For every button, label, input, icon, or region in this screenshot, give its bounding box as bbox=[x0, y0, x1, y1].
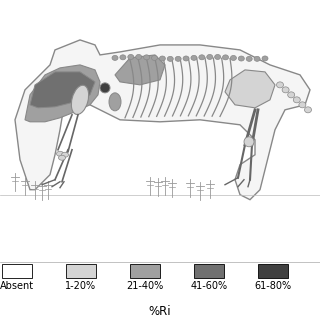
Bar bbox=[130, 264, 160, 278]
PathPatch shape bbox=[15, 40, 310, 200]
Ellipse shape bbox=[159, 56, 165, 61]
PathPatch shape bbox=[25, 65, 100, 122]
Text: 41-60%: 41-60% bbox=[190, 281, 228, 291]
Ellipse shape bbox=[191, 55, 197, 60]
Text: Absent: Absent bbox=[0, 281, 34, 291]
Bar bbox=[2, 264, 32, 278]
Ellipse shape bbox=[246, 56, 252, 61]
Ellipse shape bbox=[109, 93, 121, 111]
Ellipse shape bbox=[254, 56, 260, 61]
Ellipse shape bbox=[71, 85, 89, 115]
Ellipse shape bbox=[144, 55, 149, 60]
Bar bbox=[258, 264, 288, 278]
Bar bbox=[194, 264, 224, 278]
Ellipse shape bbox=[128, 54, 134, 60]
Ellipse shape bbox=[262, 56, 268, 61]
Ellipse shape bbox=[230, 55, 236, 60]
Ellipse shape bbox=[215, 54, 220, 60]
Ellipse shape bbox=[293, 97, 300, 103]
Ellipse shape bbox=[199, 55, 205, 60]
Bar bbox=[66, 264, 96, 278]
Text: 21-40%: 21-40% bbox=[126, 281, 164, 291]
Ellipse shape bbox=[183, 56, 189, 61]
Ellipse shape bbox=[167, 56, 173, 61]
PathPatch shape bbox=[225, 70, 275, 108]
Ellipse shape bbox=[112, 55, 118, 60]
Ellipse shape bbox=[61, 152, 68, 157]
Ellipse shape bbox=[57, 151, 63, 156]
Ellipse shape bbox=[207, 54, 213, 60]
PathPatch shape bbox=[115, 55, 165, 85]
Ellipse shape bbox=[305, 107, 311, 113]
Ellipse shape bbox=[136, 54, 142, 60]
Ellipse shape bbox=[244, 137, 254, 147]
Ellipse shape bbox=[288, 92, 295, 98]
Ellipse shape bbox=[238, 56, 244, 61]
Ellipse shape bbox=[175, 56, 181, 61]
Ellipse shape bbox=[100, 83, 110, 93]
Text: %Ri: %Ri bbox=[149, 306, 171, 318]
Ellipse shape bbox=[151, 55, 157, 60]
Ellipse shape bbox=[282, 87, 289, 93]
Ellipse shape bbox=[299, 102, 306, 108]
Ellipse shape bbox=[120, 55, 126, 60]
Ellipse shape bbox=[222, 55, 228, 60]
Text: 61-80%: 61-80% bbox=[254, 281, 292, 291]
PathPatch shape bbox=[30, 72, 95, 108]
Text: 1-20%: 1-20% bbox=[65, 281, 97, 291]
Ellipse shape bbox=[59, 155, 66, 160]
Ellipse shape bbox=[276, 82, 284, 88]
